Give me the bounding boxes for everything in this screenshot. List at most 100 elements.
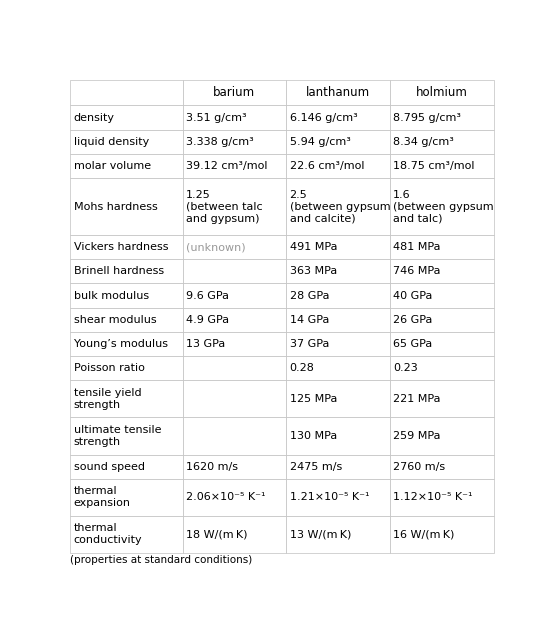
Text: 4.9 GPa: 4.9 GPa: [186, 315, 229, 325]
Text: shear modulus: shear modulus: [74, 315, 156, 325]
Text: 6.146 g/cm³: 6.146 g/cm³: [289, 113, 357, 122]
Text: 746 MPa: 746 MPa: [393, 267, 441, 276]
Bar: [182, 356, 286, 381]
Text: sound speed: sound speed: [74, 462, 145, 471]
Text: 28 GPa: 28 GPa: [289, 290, 329, 301]
Bar: [390, 417, 494, 455]
Bar: [70, 154, 182, 178]
Text: 3.51 g/cm³: 3.51 g/cm³: [186, 113, 246, 122]
Bar: [390, 283, 494, 308]
Text: barium: barium: [213, 86, 256, 99]
Bar: [70, 308, 182, 332]
Bar: [390, 516, 494, 553]
Text: Young’s modulus: Young’s modulus: [74, 339, 168, 349]
Text: 18.75 cm³/mol: 18.75 cm³/mol: [393, 161, 474, 171]
Bar: [70, 129, 182, 154]
Text: 8.795 g/cm³: 8.795 g/cm³: [393, 113, 461, 122]
Text: molar volume: molar volume: [74, 161, 151, 171]
Text: 125 MPa: 125 MPa: [289, 394, 337, 404]
Text: 130 MPa: 130 MPa: [289, 431, 337, 441]
Bar: [70, 332, 182, 356]
Bar: [182, 381, 286, 417]
Bar: [182, 129, 286, 154]
Bar: [182, 516, 286, 553]
Text: 3.338 g/cm³: 3.338 g/cm³: [186, 137, 254, 147]
Text: 491 MPa: 491 MPa: [289, 242, 337, 252]
Text: 13 W/(m K): 13 W/(m K): [289, 529, 351, 539]
Text: Vickers hardness: Vickers hardness: [74, 242, 168, 252]
Bar: [390, 260, 494, 283]
Text: lanthanum: lanthanum: [306, 86, 370, 99]
Text: 1620 m/s: 1620 m/s: [186, 462, 238, 471]
Text: 2.5
(between gypsum
and calcite): 2.5 (between gypsum and calcite): [289, 189, 390, 223]
Text: liquid density: liquid density: [74, 137, 149, 147]
Bar: [70, 283, 182, 308]
Text: Brinell hardness: Brinell hardness: [74, 267, 164, 276]
Bar: [390, 154, 494, 178]
Bar: [390, 106, 494, 129]
Bar: [70, 478, 182, 516]
Bar: [390, 235, 494, 260]
Bar: [286, 478, 390, 516]
Text: density: density: [74, 113, 115, 122]
Bar: [390, 332, 494, 356]
Bar: [182, 178, 286, 235]
Bar: [286, 260, 390, 283]
Text: 1.21×10⁻⁵ K⁻¹: 1.21×10⁻⁵ K⁻¹: [289, 492, 369, 502]
Text: 39.12 cm³/mol: 39.12 cm³/mol: [186, 161, 268, 171]
Bar: [286, 332, 390, 356]
Text: 22.6 cm³/mol: 22.6 cm³/mol: [289, 161, 364, 171]
Bar: [70, 455, 182, 478]
Text: 363 MPa: 363 MPa: [289, 267, 337, 276]
Bar: [286, 381, 390, 417]
Bar: [182, 417, 286, 455]
Bar: [286, 516, 390, 553]
Bar: [286, 129, 390, 154]
Bar: [182, 260, 286, 283]
Text: 16 W/(m K): 16 W/(m K): [393, 529, 455, 539]
Text: 221 MPa: 221 MPa: [393, 394, 441, 404]
Bar: [182, 80, 286, 106]
Text: (unknown): (unknown): [186, 242, 246, 252]
Text: 26 GPa: 26 GPa: [393, 315, 432, 325]
Bar: [390, 308, 494, 332]
Text: 481 MPa: 481 MPa: [393, 242, 441, 252]
Bar: [182, 478, 286, 516]
Text: Mohs hardness: Mohs hardness: [74, 202, 157, 212]
Bar: [286, 235, 390, 260]
Bar: [390, 178, 494, 235]
Bar: [182, 455, 286, 478]
Text: 1.25
(between talc
and gypsum): 1.25 (between talc and gypsum): [186, 189, 263, 223]
Bar: [70, 356, 182, 381]
Bar: [182, 283, 286, 308]
Text: 259 MPa: 259 MPa: [393, 431, 441, 441]
Text: 40 GPa: 40 GPa: [393, 290, 432, 301]
Bar: [182, 308, 286, 332]
Bar: [70, 106, 182, 129]
Bar: [70, 516, 182, 553]
Bar: [286, 356, 390, 381]
Bar: [286, 178, 390, 235]
Bar: [182, 235, 286, 260]
Bar: [182, 332, 286, 356]
Bar: [286, 308, 390, 332]
Text: 0.23: 0.23: [393, 363, 418, 374]
Bar: [70, 260, 182, 283]
Bar: [70, 80, 182, 106]
Text: thermal
expansion: thermal expansion: [74, 486, 130, 508]
Text: 14 GPa: 14 GPa: [289, 315, 329, 325]
Bar: [286, 154, 390, 178]
Text: 8.34 g/cm³: 8.34 g/cm³: [393, 137, 454, 147]
Bar: [390, 129, 494, 154]
Bar: [286, 80, 390, 106]
Bar: [390, 455, 494, 478]
Bar: [70, 417, 182, 455]
Bar: [286, 106, 390, 129]
Text: ultimate tensile
strength: ultimate tensile strength: [74, 425, 161, 447]
Text: 1.6
(between gypsum
and talc): 1.6 (between gypsum and talc): [393, 189, 494, 223]
Text: bulk modulus: bulk modulus: [74, 290, 149, 301]
Bar: [286, 455, 390, 478]
Text: 2.06×10⁻⁵ K⁻¹: 2.06×10⁻⁵ K⁻¹: [186, 492, 265, 502]
Bar: [182, 106, 286, 129]
Bar: [390, 80, 494, 106]
